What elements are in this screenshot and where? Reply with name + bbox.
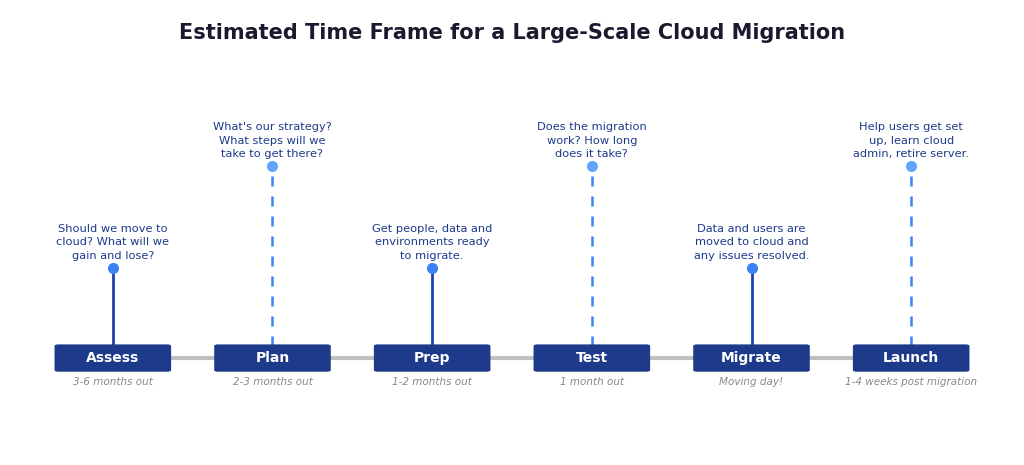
FancyBboxPatch shape [54, 345, 171, 372]
Text: Launch: Launch [883, 351, 939, 365]
Text: 1-2 months out: 1-2 months out [392, 377, 472, 387]
Text: Assess: Assess [86, 351, 139, 365]
Text: Moving day!: Moving day! [720, 377, 783, 387]
Text: Get people, data and
environments ready
to migrate.: Get people, data and environments ready … [372, 224, 493, 261]
FancyBboxPatch shape [214, 345, 331, 372]
FancyBboxPatch shape [374, 345, 490, 372]
Text: Should we move to
cloud? What will we
gain and lose?: Should we move to cloud? What will we ga… [56, 224, 169, 261]
Text: 1 month out: 1 month out [560, 377, 624, 387]
Text: Data and users are
moved to cloud and
any issues resolved.: Data and users are moved to cloud and an… [694, 224, 809, 261]
FancyBboxPatch shape [853, 345, 970, 372]
Text: Help users get set
up, learn cloud
admin, retire server.: Help users get set up, learn cloud admin… [853, 122, 969, 159]
Text: Prep: Prep [414, 351, 451, 365]
Text: 1-4 weeks post migration: 1-4 weeks post migration [845, 377, 977, 387]
Text: 2-3 months out: 2-3 months out [232, 377, 312, 387]
Text: Does the migration
work? How long
does it take?: Does the migration work? How long does i… [537, 122, 647, 159]
Text: Test: Test [575, 351, 608, 365]
Text: Plan: Plan [255, 351, 290, 365]
FancyBboxPatch shape [534, 345, 650, 372]
Text: Estimated Time Frame for a Large-Scale Cloud Migration: Estimated Time Frame for a Large-Scale C… [179, 23, 845, 43]
Text: What's our strategy?
What steps will we
take to get there?: What's our strategy? What steps will we … [213, 122, 332, 159]
FancyBboxPatch shape [693, 345, 810, 372]
Text: Migrate: Migrate [721, 351, 782, 365]
Text: 3-6 months out: 3-6 months out [73, 377, 153, 387]
